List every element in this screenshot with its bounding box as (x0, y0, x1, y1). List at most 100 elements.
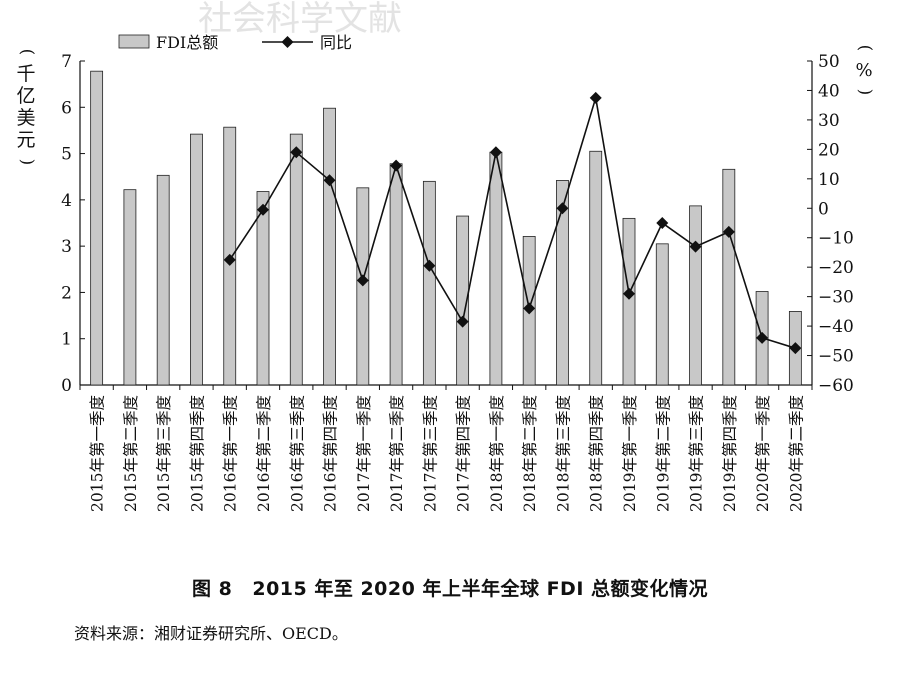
figure-title: 2015 年至 2020 年上半年全球 FDI 总额变化情况 (252, 578, 708, 600)
line-point (789, 342, 802, 355)
right-tick-label: −10 (818, 229, 854, 249)
x-tick-label: 2020年第一季度 (754, 395, 772, 512)
bar (123, 189, 137, 386)
x-tick-label: 2019年第二季度 (654, 395, 672, 512)
x-tick-label: 2019年第四季度 (721, 395, 739, 512)
legend: FDI总额 同比 (118, 33, 352, 52)
line-point (489, 146, 502, 159)
x-tick-label: 2017年第一季度 (355, 395, 373, 512)
chart: 社会科学文献 FDI总额 同比 0 1 2 3 4 5 6 7 50 40 30 20 10 0 −10 −20… (16, 0, 875, 512)
line-point (623, 287, 635, 300)
line-point (423, 259, 436, 272)
x-tick-label: 2018年第三季度 (554, 395, 572, 512)
x-tick-label: 2015年第一季度 (89, 395, 107, 512)
right-axis-label-paren: ( (855, 45, 875, 52)
figure-caption: 图 8 2015 年至 2020 年上半年全球 FDI 总额变化情况 (0, 574, 900, 601)
x-tick-label: 2018年第四季度 (588, 395, 606, 512)
x-tick-label: 2019年第三季度 (688, 395, 706, 512)
bar (90, 70, 104, 386)
watermark: 社会科学文献 (198, 0, 402, 39)
line-series (223, 91, 802, 355)
left-tick-label: 2 (61, 283, 72, 303)
bar (422, 180, 436, 386)
x-tick-label: 2019年第一季度 (621, 395, 639, 512)
right-tick-label: −60 (818, 376, 854, 396)
line-point (589, 91, 602, 104)
right-tick-label: −20 (818, 258, 854, 278)
x-tick-label: 2016年第四季度 (322, 395, 340, 512)
left-tick-label: 0 (61, 376, 72, 396)
left-tick-label: 4 (61, 191, 72, 211)
right-tick-label: 10 (818, 170, 840, 190)
x-tick-label: 2020年第二季度 (787, 395, 805, 512)
line-point (223, 253, 236, 266)
x-tick-label: 2015年第三季度 (155, 395, 173, 512)
bar (289, 133, 303, 386)
legend-swatch-marker (281, 36, 294, 48)
line-point (523, 302, 536, 315)
left-tick-label: 7 (61, 52, 72, 72)
x-tick-labels: 2015年第一季度 2015年第二季度 2015年第三季度 2015年第四季度 2016… (89, 395, 806, 512)
x-tick-label: 2016年第三季度 (288, 395, 306, 512)
bar (556, 180, 569, 386)
x-tick-label: 2018年第一季度 (488, 395, 506, 512)
right-axis-label: (%) (855, 45, 875, 96)
bar (489, 151, 503, 386)
bar (722, 168, 736, 386)
line-point (356, 274, 369, 287)
line-point (556, 202, 569, 215)
bar (589, 150, 603, 386)
bar-series (90, 70, 802, 386)
line-path (229, 97, 796, 349)
right-tick-label: 0 (818, 199, 829, 219)
legend-label-bar: FDI总额 (156, 33, 218, 52)
right-tick-label: −30 (818, 288, 854, 308)
bar (689, 205, 702, 386)
right-tick-label: 40 (818, 81, 840, 101)
line-point (290, 146, 303, 159)
line-point (323, 174, 336, 187)
left-tick-label: 6 (61, 98, 72, 118)
legend-label-line: 同比 (320, 33, 352, 52)
line-point (390, 159, 403, 172)
left-axis-label-paren: ( (17, 49, 37, 56)
bar (256, 191, 270, 386)
bar (156, 174, 170, 386)
bar (622, 217, 636, 386)
left-tick-label: 1 (61, 330, 72, 350)
x-tick-label: 2016年第二季度 (255, 395, 273, 512)
right-tick-label: −40 (818, 317, 854, 337)
left-tick-label: 5 (61, 145, 72, 165)
right-tick-label: 50 (818, 52, 840, 72)
bar (190, 133, 203, 386)
bar (456, 215, 470, 386)
x-tick-label: 2017年第二季度 (388, 395, 406, 512)
legend-swatch-bar (118, 34, 150, 49)
bar (655, 243, 669, 386)
line-point (722, 225, 735, 238)
x-tick-label: 2018年第二季度 (521, 395, 539, 512)
line-point (456, 315, 469, 328)
left-axis-label-char: 亿 (16, 85, 35, 107)
x-tick-label: 2015年第二季度 (122, 395, 140, 512)
x-tick-label: 2016年第一季度 (222, 395, 240, 512)
left-axis-label-char: 元 (16, 129, 35, 151)
left-axis-label-char: 千 (16, 63, 35, 85)
right-axis-label-char: % (855, 60, 872, 81)
line-point (689, 240, 702, 253)
line-point (756, 331, 769, 344)
line-point (257, 203, 269, 216)
left-axis-label-paren: ) (17, 159, 37, 166)
right-axis-label-paren: ) (855, 89, 875, 96)
right-tick-label: 30 (818, 111, 840, 131)
bar (389, 163, 403, 386)
bar (323, 107, 336, 386)
left-tick-label: 3 (61, 237, 72, 257)
left-axis-label-char: 美 (16, 107, 35, 129)
right-tick-label: −50 (818, 347, 854, 367)
line-point (656, 217, 669, 229)
x-tick-label: 2017年第四季度 (455, 395, 473, 512)
axes: 0 1 2 3 4 5 6 7 50 40 30 20 10 0 −10 −20 −30 −40 −50 −60 ( 千亿… (16, 45, 875, 396)
right-tick-label: 20 (818, 140, 840, 160)
